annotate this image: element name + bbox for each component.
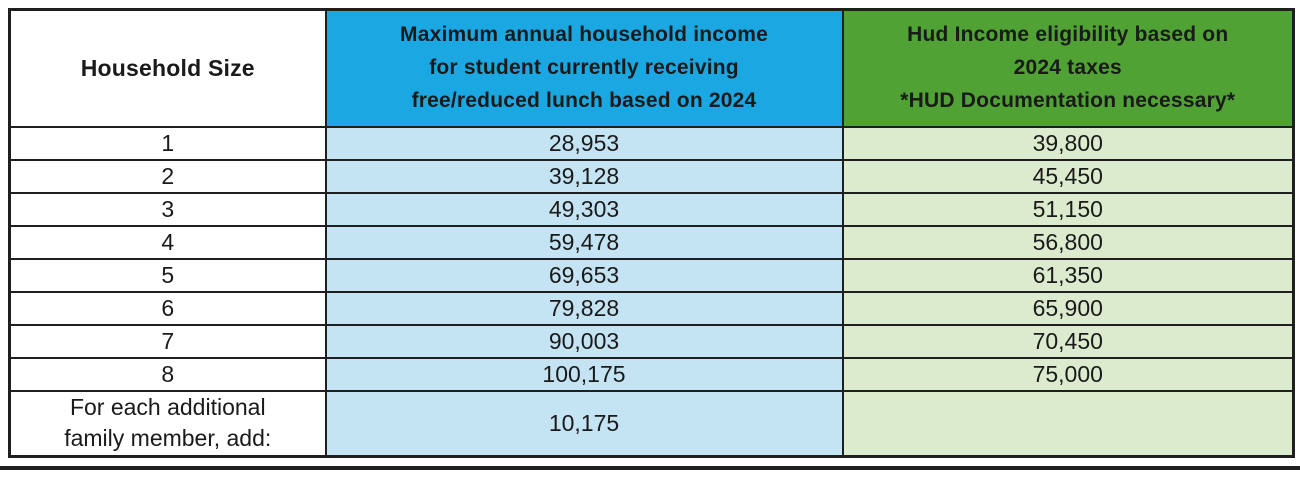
bottom-page-rule <box>0 466 1300 470</box>
additional-member-amount: 10,175 <box>324 389 844 458</box>
max-income-cell: 49,303 <box>324 191 844 227</box>
table-row: 4 59,478 56,800 <box>8 224 1295 260</box>
hud-income-cell: 70,450 <box>841 323 1295 359</box>
additional-member-label: For each additional family member, add: <box>8 389 327 458</box>
table-row: 3 49,303 51,150 <box>8 191 1295 227</box>
table-row: 2 39,128 45,450 <box>8 158 1295 194</box>
income-eligibility-table: Household Size Maximum annual household … <box>8 8 1295 458</box>
table-row: 5 69,653 61,350 <box>8 257 1295 293</box>
household-size-cell: 1 <box>8 125 327 161</box>
max-income-cell: 39,128 <box>324 158 844 194</box>
additional-member-row: For each additional family member, add: … <box>8 389 1295 458</box>
hud-income-cell: 75,000 <box>841 356 1295 392</box>
hud-income-cell: 61,350 <box>841 257 1295 293</box>
household-size-cell: 4 <box>8 224 327 260</box>
household-size-cell: 5 <box>8 257 327 293</box>
table-row: 6 79,828 65,900 <box>8 290 1295 326</box>
hud-income-cell: 65,900 <box>841 290 1295 326</box>
header-hud-income: Hud Income eligibility based on 2024 tax… <box>841 8 1295 128</box>
hud-income-cell: 56,800 <box>841 224 1295 260</box>
table-row: 1 28,953 39,800 <box>8 125 1295 161</box>
household-size-cell: 3 <box>8 191 327 227</box>
max-income-cell: 59,478 <box>324 224 844 260</box>
max-income-cell: 90,003 <box>324 323 844 359</box>
household-size-cell: 6 <box>8 290 327 326</box>
header-household-size: Household Size <box>8 8 327 128</box>
max-income-cell: 79,828 <box>324 290 844 326</box>
hud-income-cell: 51,150 <box>841 191 1295 227</box>
household-size-cell: 2 <box>8 158 327 194</box>
max-income-cell: 28,953 <box>324 125 844 161</box>
max-income-cell: 100,175 <box>324 356 844 392</box>
header-row: Household Size Maximum annual household … <box>8 8 1295 128</box>
household-size-cell: 8 <box>8 356 327 392</box>
header-max-income: Maximum annual household income for stud… <box>324 8 844 128</box>
hud-income-cell: 45,450 <box>841 158 1295 194</box>
table-row: 7 90,003 70,450 <box>8 323 1295 359</box>
max-income-cell: 69,653 <box>324 257 844 293</box>
additional-member-hud-empty <box>841 389 1295 458</box>
table-row: 8 100,175 75,000 <box>8 356 1295 392</box>
hud-income-cell: 39,800 <box>841 125 1295 161</box>
household-size-cell: 7 <box>8 323 327 359</box>
